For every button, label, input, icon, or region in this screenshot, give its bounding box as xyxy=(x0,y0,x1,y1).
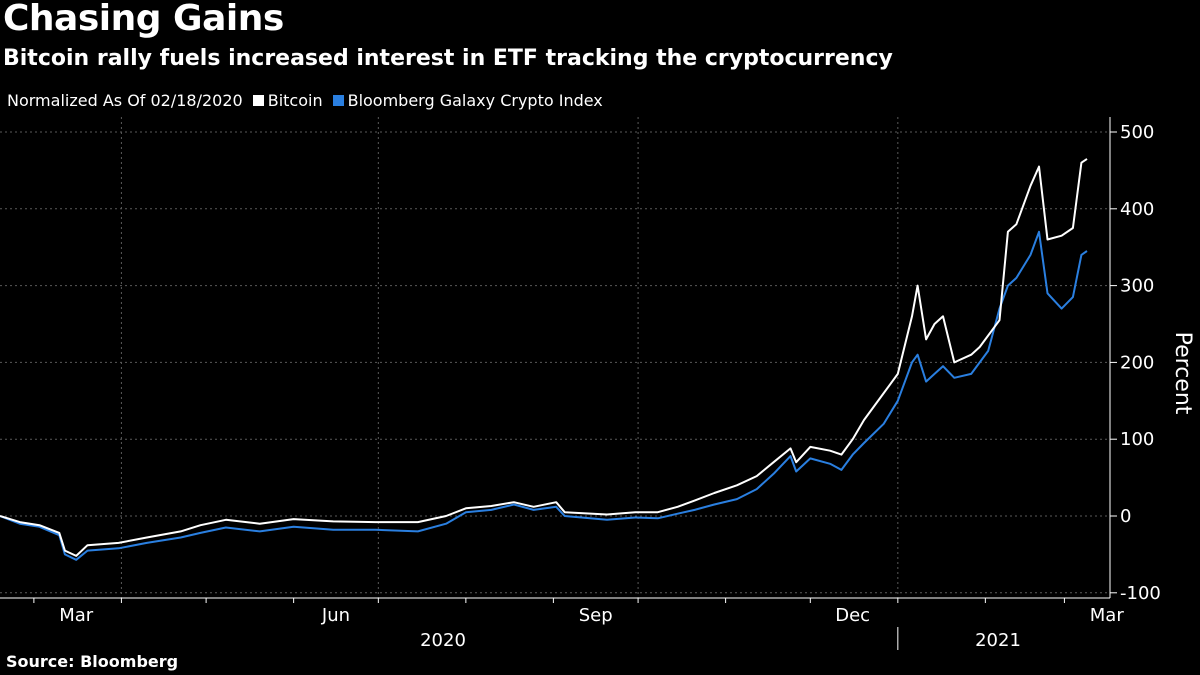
legend-prefix: Normalized As Of 02/18/2020 xyxy=(7,91,243,110)
series-line-galaxy-index xyxy=(0,230,1088,561)
y-tick-label: 300 xyxy=(1120,276,1154,297)
y-tick-label: 500 xyxy=(1120,122,1154,143)
chart-subtitle: Bitcoin rally fuels increased interest i… xyxy=(3,46,893,71)
y-tick-label: 200 xyxy=(1120,352,1154,373)
x-month-label: Jun xyxy=(321,605,350,626)
chart-title: Chasing Gains xyxy=(3,0,284,39)
x-month-label: Mar xyxy=(59,605,94,626)
y-tick-label: 400 xyxy=(1120,199,1154,220)
legend-label-galaxy-index: Bloomberg Galaxy Crypto Index xyxy=(347,91,603,110)
legend-item-galaxy-index: Bloomberg Galaxy Crypto Index xyxy=(332,91,603,110)
x-month-label: Sep xyxy=(579,605,613,626)
source-note: Source: Bloomberg xyxy=(6,652,179,671)
x-month-label: Dec xyxy=(835,605,870,626)
x-month-label: Mar xyxy=(1090,605,1125,626)
y-axis-label: Percent xyxy=(1170,332,1195,415)
legend-item-bitcoin: Bitcoin xyxy=(252,91,323,110)
y-tick-label: 0 xyxy=(1120,506,1131,527)
legend: Normalized As Of 02/18/2020 Bitcoin Bloo… xyxy=(7,91,603,110)
x-year-label: 2021 xyxy=(975,630,1021,651)
y-tick-label: -100 xyxy=(1120,583,1161,604)
y-tick-label: 100 xyxy=(1120,429,1154,450)
series-line-bitcoin xyxy=(0,158,1088,557)
legend-label-bitcoin: Bitcoin xyxy=(267,91,323,110)
legend-swatch-bitcoin xyxy=(252,95,264,106)
legend-swatch-galaxy-index xyxy=(332,95,344,106)
x-year-label: 2020 xyxy=(420,630,466,651)
